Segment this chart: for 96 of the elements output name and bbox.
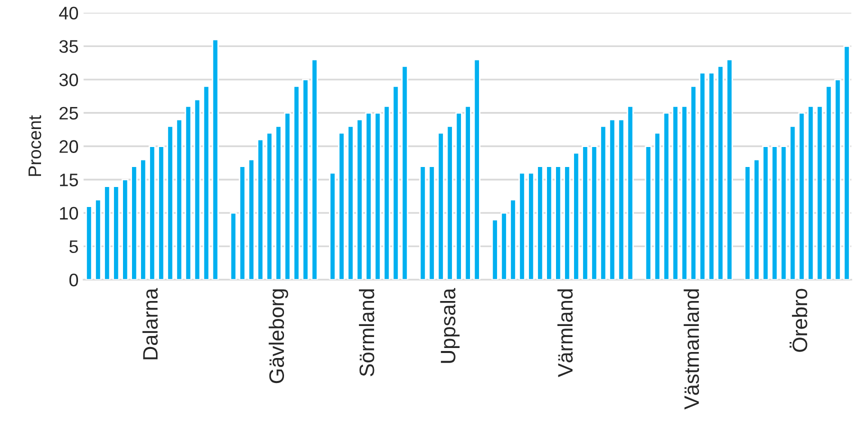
x-tick-label: Västmanland — [684, 289, 700, 410]
bar — [518, 172, 526, 280]
bar — [608, 118, 616, 280]
bar — [536, 166, 544, 280]
bar — [644, 146, 652, 280]
y-axis-title: Procent — [28, 115, 42, 176]
x-tick-label: Värmland — [557, 289, 573, 378]
bar — [238, 166, 246, 280]
y-tick-label: 15 — [60, 174, 78, 186]
bar — [564, 166, 571, 280]
bar — [680, 106, 688, 280]
bar — [762, 146, 770, 280]
bar — [816, 106, 824, 280]
bar — [401, 65, 408, 280]
bar — [166, 126, 174, 280]
bar — [104, 186, 111, 280]
y-tick-label: 25 — [60, 106, 78, 120]
bar — [510, 198, 516, 280]
bar — [365, 112, 372, 280]
y-tick-label: 40 — [59, 6, 78, 20]
bar — [834, 78, 842, 280]
bar — [293, 86, 300, 280]
bar — [311, 58, 318, 280]
x-tick-label: Gävleborg — [268, 289, 288, 384]
bar — [176, 118, 183, 280]
bar — [248, 158, 255, 280]
bar — [383, 106, 390, 280]
bar — [212, 38, 219, 280]
bar — [122, 178, 129, 280]
bar — [230, 212, 237, 280]
bar — [158, 146, 165, 280]
bar — [600, 126, 607, 280]
y-tick-label: 20 — [60, 140, 78, 153]
bar — [202, 86, 210, 280]
bar — [546, 166, 553, 280]
bar — [86, 206, 92, 280]
x-tick-label: Sörmland — [358, 289, 374, 376]
bar — [500, 212, 508, 280]
bar — [428, 166, 436, 280]
bar — [329, 172, 336, 280]
bar — [662, 112, 670, 280]
bar — [266, 132, 273, 280]
bar — [626, 106, 634, 280]
x-tick-label: Uppsala — [440, 288, 460, 363]
bar — [194, 98, 201, 280]
bar — [825, 86, 832, 280]
bar — [302, 78, 310, 280]
bar — [771, 146, 778, 280]
bar — [618, 118, 625, 280]
bar — [148, 146, 156, 280]
bar — [843, 45, 850, 280]
bar — [130, 166, 138, 280]
bar — [528, 172, 535, 280]
bar — [789, 126, 796, 280]
bar — [572, 152, 580, 280]
bar — [392, 86, 400, 280]
bar — [464, 106, 472, 280]
bar — [437, 132, 444, 280]
bar — [491, 218, 498, 280]
y-tick-label: 10 — [60, 206, 78, 220]
bar — [419, 166, 426, 280]
bar — [140, 158, 147, 280]
y-tick-label: 30 — [59, 73, 78, 86]
bar — [744, 166, 752, 280]
bar — [590, 146, 598, 280]
y-tick-label: 0 — [69, 274, 78, 286]
bar — [473, 58, 480, 280]
bar — [780, 146, 788, 280]
bar — [753, 158, 760, 280]
bar — [256, 138, 264, 280]
bar — [708, 72, 715, 280]
bar — [672, 106, 679, 280]
bar — [374, 112, 382, 280]
y-tick-label: 35 — [59, 40, 78, 53]
bar — [716, 65, 724, 280]
bar — [347, 126, 354, 280]
x-tick-label: Dalarna — [142, 288, 158, 360]
bar — [184, 106, 192, 280]
bar — [455, 112, 462, 280]
bar — [112, 186, 120, 280]
x-tick-label: Örebro — [790, 288, 808, 352]
bar — [446, 126, 454, 280]
bar — [654, 132, 661, 280]
bar — [807, 106, 814, 280]
bar — [356, 118, 364, 280]
bar — [726, 58, 733, 280]
bar — [284, 112, 291, 280]
bar — [582, 146, 589, 280]
bar — [698, 72, 706, 280]
y-tick-label: 5 — [69, 240, 78, 254]
bar — [798, 112, 806, 280]
bar — [690, 86, 697, 280]
bar — [274, 126, 282, 280]
bar — [554, 166, 562, 280]
bar — [338, 132, 346, 280]
bar — [94, 198, 102, 280]
